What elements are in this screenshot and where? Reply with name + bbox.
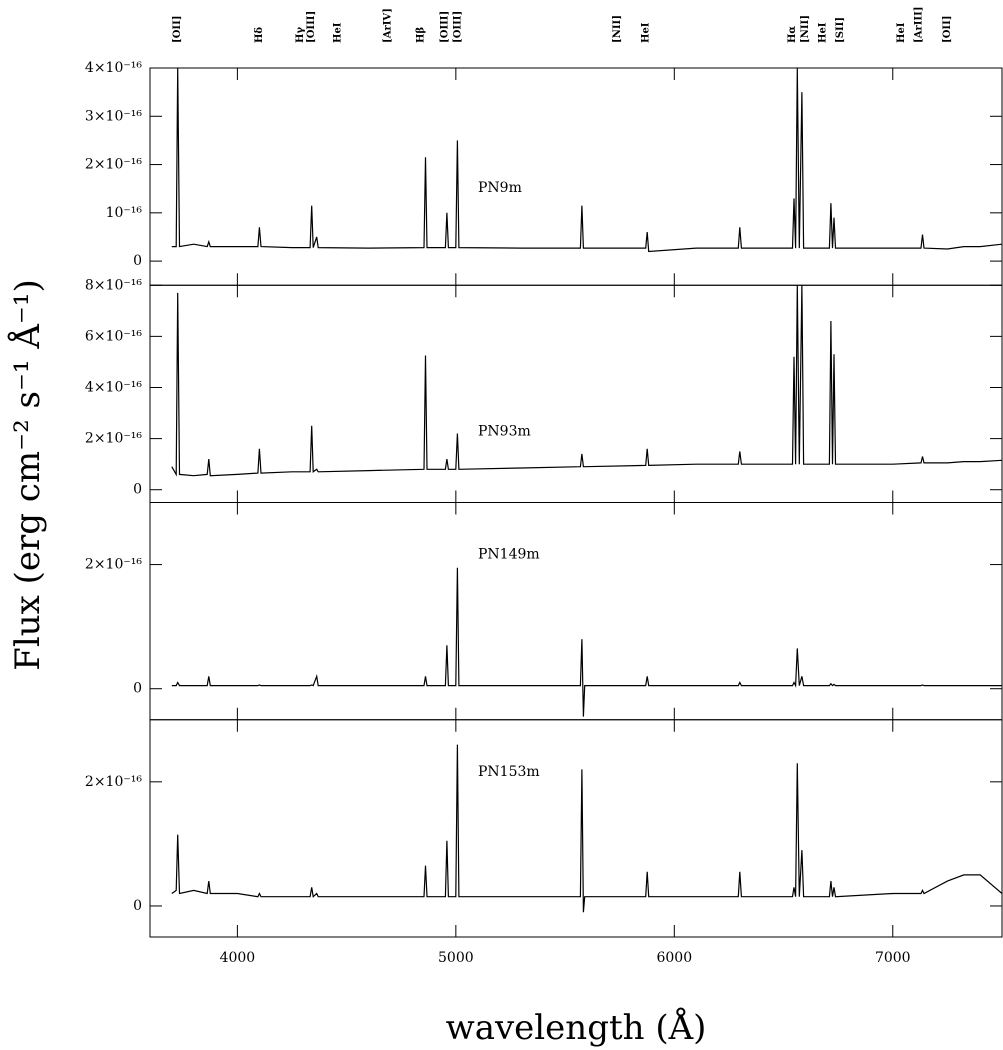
spectrum-name: PN93m [478,423,531,439]
line-label: [NII] [800,15,811,43]
line-label: HeI [640,22,651,43]
x-axis-label: wavelength (Å) [446,1007,707,1048]
y-tick-label: 4×10⁻¹⁶ [85,60,142,76]
y-tick-label: 2×10⁻¹⁶ [85,774,142,790]
spectrum-name: PN149m [478,547,540,563]
x-tick-label: 4000 [220,950,256,966]
line-label: HeI [332,22,343,43]
x-tick-label: 5000 [438,950,474,966]
y-tick-label: 3×10⁻¹⁶ [85,108,142,124]
y-axis-label: Flux (erg cm⁻² s⁻¹ Å⁻¹) [7,279,48,670]
y-tick-label: 2×10⁻¹⁶ [85,557,142,573]
spectrum-name: PN9m [478,180,522,196]
line-label: [OIII] [306,11,317,43]
y-tick-label: 10⁻¹⁶ [106,205,143,221]
line-label: HeI [896,22,907,43]
panel-frame [149,502,1003,721]
spectrum-line [171,744,1002,913]
y-tick-label: 0 [133,898,142,914]
line-label: HeI [817,22,828,43]
panel-frame [149,67,1003,286]
spectrum-line [171,68,1002,253]
line-label: [NII] [612,15,623,43]
y-tick-label: 8×10⁻¹⁶ [85,277,142,293]
line-label: [OII] [942,15,953,43]
line-label: [ArIII] [913,6,924,43]
x-tick-label: 7000 [875,950,911,966]
line-label: [ArIV] [383,8,394,43]
line-label: [OIII] [439,11,450,43]
panel-frame [149,719,1003,938]
y-tick-label: 0 [133,253,142,269]
spectrum-line [171,567,1002,717]
y-tick-label: 2×10⁻¹⁶ [85,431,142,447]
line-label: [OII] [172,15,183,43]
line-label: [SII] [835,17,846,43]
line-label: Hβ [415,27,426,43]
y-tick-label: 0 [133,681,142,697]
y-tick-label: 4×10⁻¹⁶ [85,379,142,395]
panel-frame [149,284,1003,503]
line-label: [OIII] [453,11,464,43]
x-tick-label: 6000 [656,950,692,966]
line-label: Hα [787,26,798,43]
spectrum-line [171,285,1002,477]
line-label: Hδ [254,27,265,43]
y-tick-label: 6×10⁻¹⁶ [85,328,142,344]
spectrum-name: PN153m [478,764,540,780]
y-tick-label: 2×10⁻¹⁶ [85,157,142,173]
line-label: Hγ [295,27,306,43]
y-tick-label: 0 [133,482,142,498]
